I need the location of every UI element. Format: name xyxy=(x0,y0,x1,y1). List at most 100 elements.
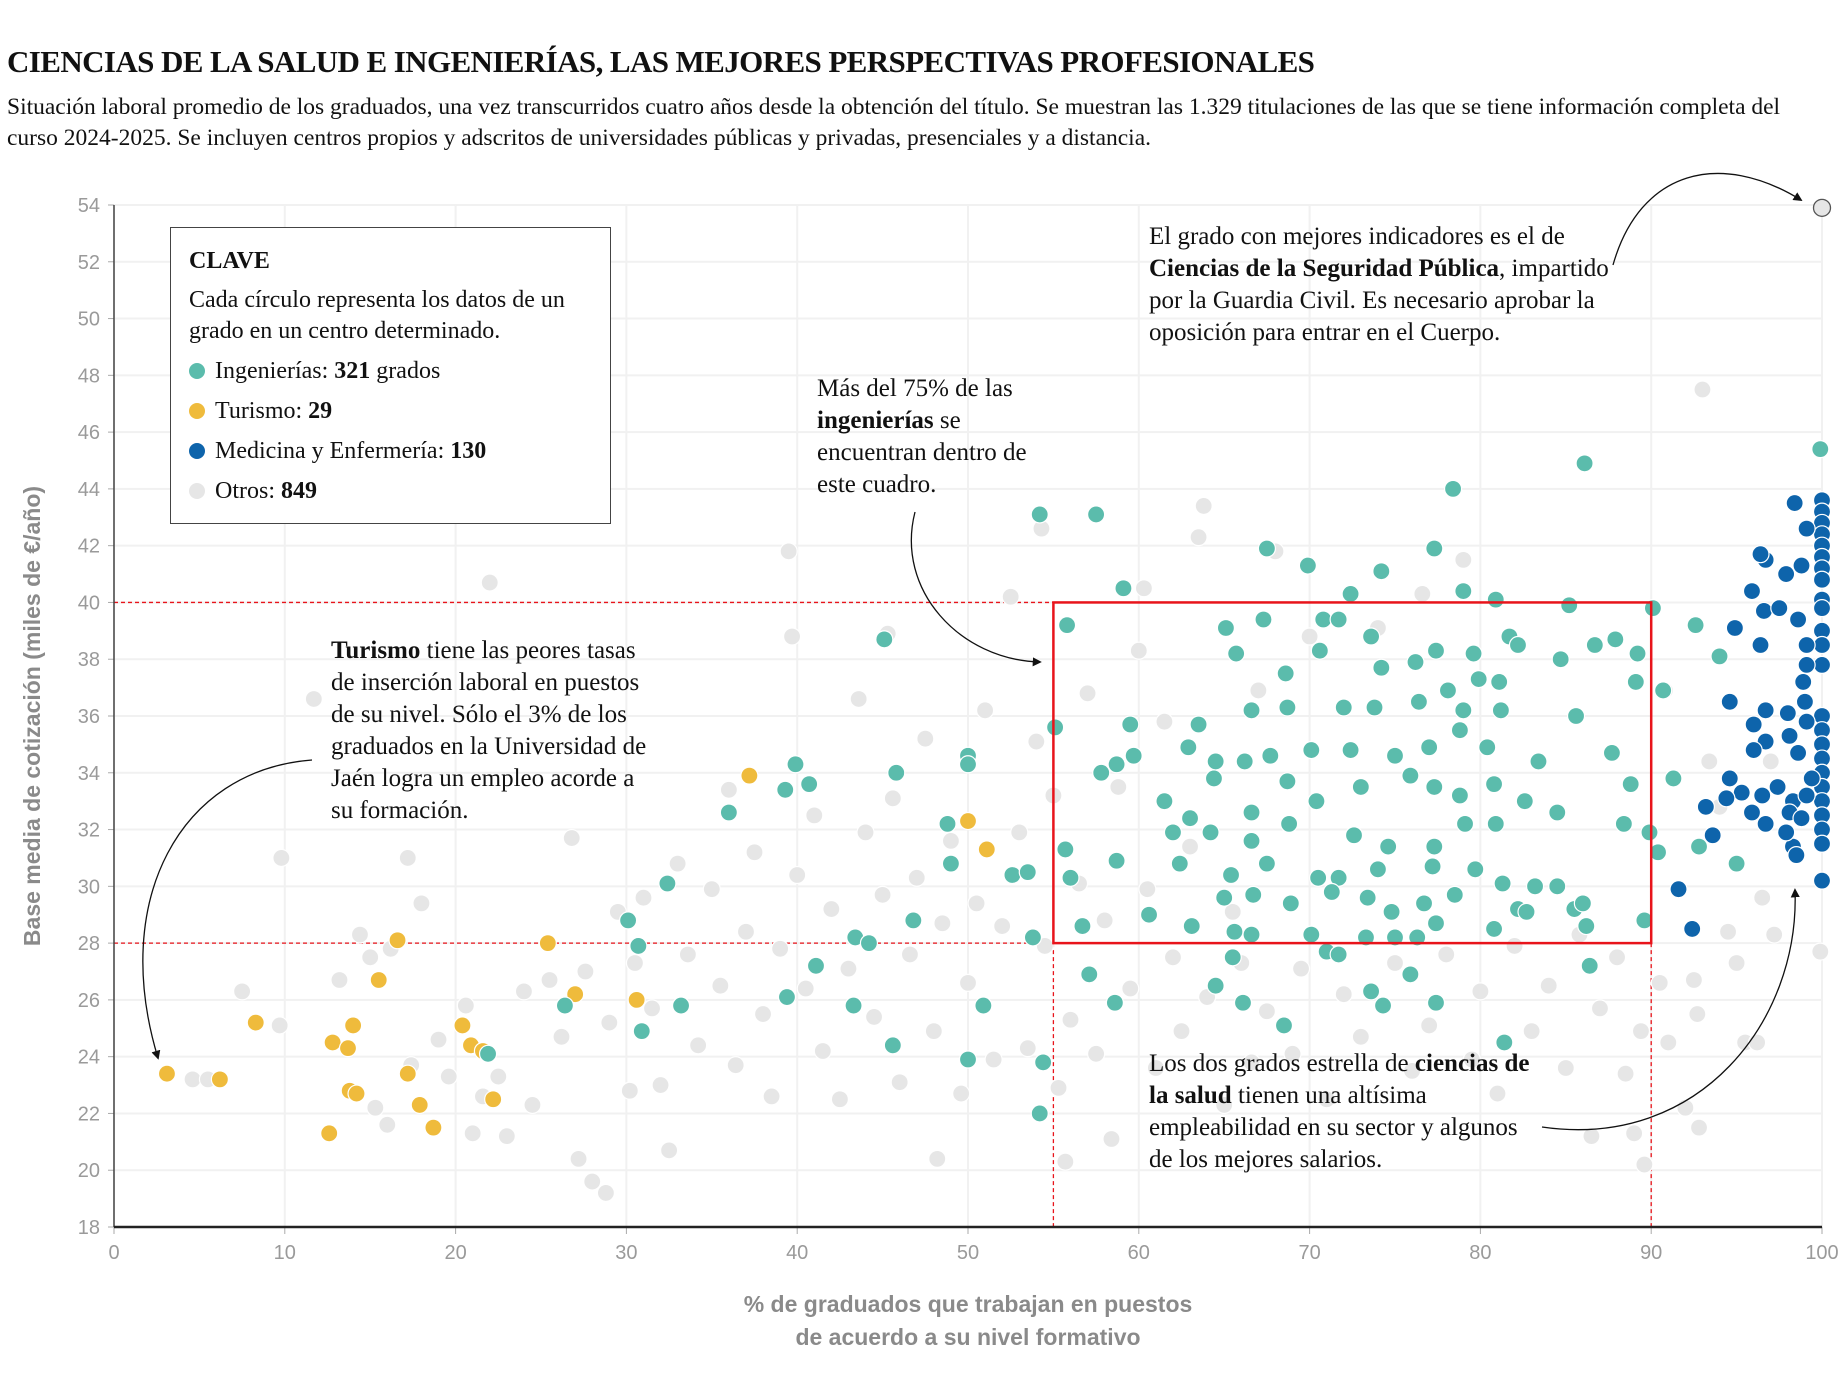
data-point xyxy=(856,823,875,842)
legend-label: Turismo: xyxy=(215,397,303,424)
data-point xyxy=(1718,922,1738,941)
data-point xyxy=(875,630,894,649)
data-point xyxy=(246,1013,265,1032)
data-point xyxy=(1373,996,1393,1015)
data-point xyxy=(1030,1104,1049,1123)
data-point xyxy=(1139,905,1159,924)
data-point xyxy=(1368,860,1388,879)
data-point xyxy=(1635,911,1654,930)
data-point xyxy=(873,885,892,904)
data-point xyxy=(1334,985,1353,1004)
data-point xyxy=(1747,1033,1767,1052)
data-point xyxy=(1616,1064,1635,1083)
data-point xyxy=(1124,746,1143,765)
data-point xyxy=(439,1067,458,1086)
data-point xyxy=(1454,701,1473,720)
data-point xyxy=(1539,976,1558,995)
data-point xyxy=(736,922,756,941)
data-point xyxy=(1742,581,1762,601)
data-point xyxy=(1194,496,1213,516)
data-point xyxy=(1700,752,1719,771)
data-point xyxy=(1206,752,1225,771)
data-point xyxy=(900,945,920,964)
data-point xyxy=(1242,701,1261,720)
annotation-bold: Turismo xyxy=(331,637,421,664)
data-point xyxy=(157,1064,177,1083)
data-point xyxy=(540,970,559,990)
data-point xyxy=(1302,925,1321,944)
data-point xyxy=(1720,769,1739,788)
annotation-text: Los dos grados estrella de xyxy=(1149,1050,1415,1077)
data-point xyxy=(1334,698,1353,717)
data-point xyxy=(629,936,648,956)
data-point xyxy=(1379,837,1398,856)
data-point xyxy=(634,888,653,907)
legend: CLAVE Cada círculo representa los datos … xyxy=(170,227,611,524)
data-point xyxy=(1577,916,1596,936)
legend-label: Otros: xyxy=(215,477,275,504)
data-point xyxy=(958,811,978,831)
data-point xyxy=(1464,644,1483,663)
data-point xyxy=(1493,874,1512,893)
data-point xyxy=(1761,752,1780,771)
data-point xyxy=(952,1084,971,1103)
data-point xyxy=(456,996,475,1015)
annotation-text: tienen una altísima empleabilidad en su … xyxy=(1149,1082,1518,1173)
legend-label: Ingenierías: xyxy=(215,357,329,384)
data-point xyxy=(583,1172,602,1191)
data-point xyxy=(1409,692,1429,711)
data-point xyxy=(678,945,697,964)
data-point xyxy=(429,1030,448,1049)
data-point xyxy=(1602,743,1622,763)
data-point xyxy=(1244,885,1263,904)
y-tick-label: 20 xyxy=(78,1160,100,1182)
data-point xyxy=(1105,993,1124,1012)
legend-swatch xyxy=(189,403,205,419)
data-point xyxy=(1057,616,1077,635)
data-point xyxy=(1401,766,1420,785)
data-point xyxy=(805,806,824,825)
data-point xyxy=(1204,769,1224,788)
data-point xyxy=(323,1033,342,1052)
data-point xyxy=(1018,863,1037,882)
x-tick-label: 50 xyxy=(957,1242,979,1264)
data-point xyxy=(1356,928,1376,947)
data-point xyxy=(1109,777,1128,797)
data-point xyxy=(702,880,721,899)
data-point xyxy=(788,865,807,885)
data-point xyxy=(859,934,879,953)
data-point xyxy=(566,985,585,1004)
data-point xyxy=(1423,857,1442,876)
data-point xyxy=(1086,1044,1106,1063)
data-point xyxy=(1283,1044,1302,1063)
data-point xyxy=(1625,1124,1644,1143)
data-point xyxy=(782,627,802,646)
data-point xyxy=(924,1022,943,1041)
data-point xyxy=(1189,715,1208,734)
data-point xyxy=(753,1004,773,1024)
data-point xyxy=(938,814,957,833)
data-point xyxy=(1223,948,1242,967)
data-point xyxy=(1580,956,1599,975)
data-point xyxy=(619,911,638,930)
data-point xyxy=(1215,1095,1234,1115)
data-point xyxy=(1281,894,1300,913)
data-point xyxy=(1438,681,1458,700)
data-point xyxy=(1114,579,1133,598)
data-point xyxy=(1689,837,1709,856)
data-point xyxy=(1425,777,1444,797)
y-tick-label: 24 xyxy=(78,1047,100,1069)
data-point xyxy=(1756,814,1775,833)
data-point xyxy=(1310,641,1329,660)
data-point xyxy=(1688,1004,1707,1024)
data-point xyxy=(1765,925,1784,944)
data-point xyxy=(1385,953,1405,973)
data-point xyxy=(1027,732,1046,751)
data-point xyxy=(1621,775,1640,794)
data-point xyxy=(1278,698,1297,717)
data-point xyxy=(576,962,595,981)
data-point xyxy=(984,1050,1003,1069)
data-point xyxy=(1686,616,1705,635)
data-point xyxy=(1794,672,1813,692)
data-point xyxy=(1344,826,1364,845)
